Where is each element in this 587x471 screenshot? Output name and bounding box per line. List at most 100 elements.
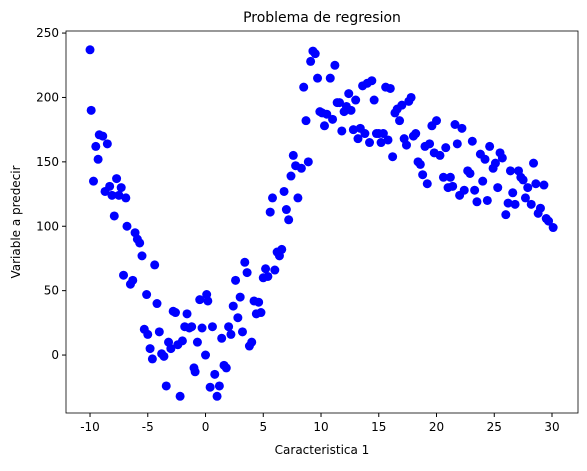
point (122, 221, 132, 231)
point (237, 327, 247, 337)
x-tick-label: -5 (142, 420, 154, 434)
point (86, 105, 96, 115)
point (401, 140, 411, 150)
point (328, 114, 338, 124)
point (467, 136, 477, 146)
point (177, 336, 187, 346)
point (240, 257, 250, 267)
chart-title: Problema de regresion (243, 10, 401, 26)
point (128, 275, 138, 285)
point (286, 171, 296, 181)
point (263, 271, 273, 281)
point (154, 327, 164, 337)
x-tick-label: 30 (544, 420, 559, 434)
point (337, 126, 347, 136)
point (279, 186, 289, 196)
point (445, 172, 455, 182)
point (330, 60, 340, 70)
point (435, 150, 445, 160)
y-tick-label: 0 (51, 348, 59, 362)
point (201, 350, 211, 360)
point (319, 121, 329, 131)
point (313, 73, 323, 83)
y-tick-label: 100 (36, 219, 59, 233)
point (482, 195, 492, 205)
point (367, 76, 377, 86)
point (508, 188, 518, 198)
point (459, 185, 469, 195)
point (91, 141, 101, 151)
point (299, 82, 309, 92)
point (418, 170, 428, 180)
point (369, 95, 379, 105)
point (192, 337, 202, 347)
point (457, 123, 467, 133)
y-axis-label: Variable a predecir (9, 165, 23, 278)
point (214, 381, 224, 391)
point (235, 292, 245, 302)
point (105, 181, 115, 191)
point (432, 116, 442, 126)
point (480, 154, 490, 164)
point (161, 381, 171, 391)
point (147, 354, 157, 364)
point (265, 207, 275, 217)
point (353, 134, 363, 144)
point (490, 158, 500, 168)
y-tick-label: 250 (36, 26, 59, 40)
point (205, 382, 215, 392)
point (197, 323, 207, 333)
point (190, 367, 200, 377)
point (281, 205, 291, 215)
point (303, 157, 313, 167)
point (529, 158, 539, 168)
point (346, 105, 356, 115)
point (182, 309, 192, 319)
x-tick-label: 10 (313, 420, 328, 434)
point (221, 363, 231, 373)
x-tick-label: 5 (259, 420, 267, 434)
point (187, 322, 197, 332)
point (548, 223, 558, 233)
point (150, 260, 160, 270)
point (142, 290, 152, 300)
point (288, 150, 298, 160)
point (470, 185, 480, 195)
point (397, 100, 407, 110)
point (119, 270, 129, 280)
point (485, 141, 495, 151)
point (247, 337, 257, 347)
point (505, 166, 515, 176)
point (520, 193, 530, 203)
point (450, 120, 460, 130)
point (85, 45, 95, 55)
x-tick-label: 15 (371, 420, 386, 434)
point (406, 92, 416, 102)
point (203, 296, 213, 306)
point (166, 344, 176, 354)
point (98, 131, 108, 141)
point (242, 268, 252, 278)
point (143, 329, 153, 339)
point (544, 216, 554, 226)
point (411, 129, 421, 139)
point (441, 143, 451, 153)
point (385, 83, 395, 93)
x-tick-label: 20 (429, 420, 444, 434)
point (102, 139, 112, 149)
point (365, 138, 375, 148)
point (210, 369, 220, 379)
point (322, 109, 332, 119)
point (207, 322, 217, 332)
point (351, 95, 361, 105)
point (277, 244, 287, 254)
point (395, 116, 405, 126)
point (137, 251, 147, 261)
point (344, 89, 354, 99)
point (152, 299, 162, 309)
point (383, 135, 393, 145)
point (226, 329, 236, 339)
y-tick-label: 150 (36, 155, 59, 169)
point (518, 175, 528, 185)
